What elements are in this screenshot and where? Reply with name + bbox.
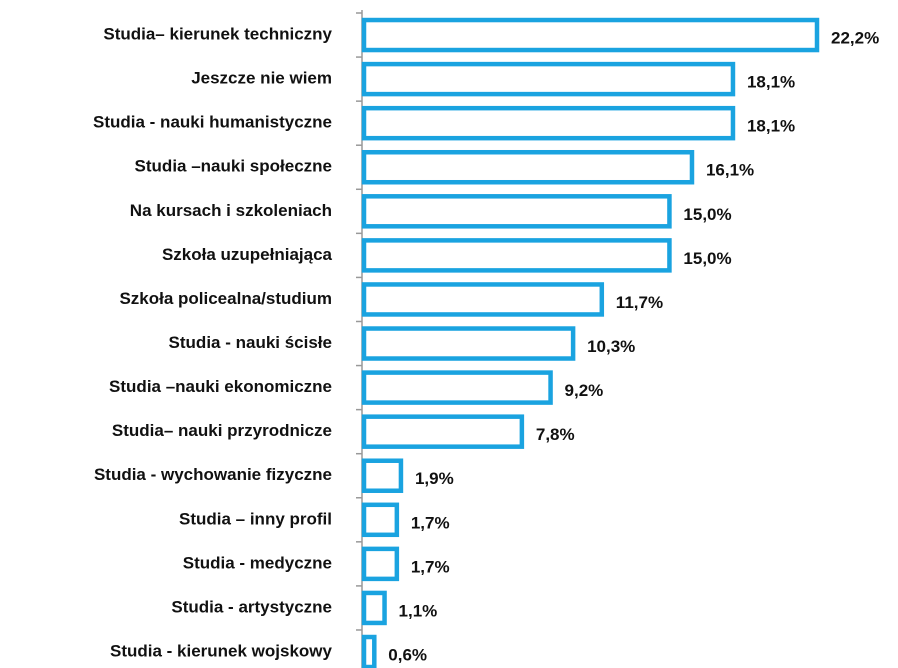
category-label: Studia –nauki ekonomiczne <box>109 377 332 396</box>
category-label: Studia - nauki humanistyczne <box>93 113 332 132</box>
bar <box>361 282 605 317</box>
category-label: Studia –nauki społeczne <box>135 157 332 176</box>
category-label: Na kursach i szkoleniach <box>130 201 332 220</box>
category-label: Studia– kierunek techniczny <box>103 25 332 44</box>
value-label: 1,9% <box>415 469 454 488</box>
value-label: 22,2% <box>831 29 879 48</box>
category-label: Jeszcze nie wiem <box>191 69 332 88</box>
bar <box>361 634 377 668</box>
value-label: 15,0% <box>683 205 731 224</box>
bar <box>361 194 672 229</box>
bar <box>361 458 404 493</box>
bar <box>361 105 736 141</box>
value-label: 10,3% <box>587 337 635 356</box>
value-label: 1,7% <box>411 513 450 532</box>
category-label: Studia - artystyczne <box>171 597 332 616</box>
value-label: 11,7% <box>616 293 663 312</box>
bar <box>361 61 736 97</box>
value-label: 1,7% <box>411 557 450 576</box>
value-label: 0,6% <box>388 645 427 664</box>
category-label: Studia - nauki ścisłe <box>169 333 332 352</box>
bar <box>361 149 695 185</box>
bar <box>361 590 387 626</box>
category-label: Szkoła policealna/studium <box>119 289 332 308</box>
bar <box>361 370 553 405</box>
category-label: Studia - medyczne <box>183 553 332 572</box>
value-label: 7,8% <box>536 425 575 444</box>
bar <box>361 238 672 273</box>
bar <box>361 326 576 361</box>
value-label: 15,0% <box>683 249 731 268</box>
value-label: 18,1% <box>747 73 795 92</box>
bar <box>361 414 525 449</box>
value-label: 18,1% <box>747 117 795 136</box>
category-label: Szkoła uzupełniająca <box>162 245 333 264</box>
category-label: Studia – inny profil <box>179 509 332 528</box>
category-label: Studia– nauki przyrodnicze <box>112 421 332 440</box>
value-label: 9,2% <box>565 381 604 400</box>
bar <box>361 502 400 538</box>
value-label: 16,1% <box>706 161 754 180</box>
category-label: Studia - kierunek wojskowy <box>110 641 333 660</box>
bar <box>361 17 820 53</box>
value-label: 1,1% <box>399 601 438 620</box>
bar <box>361 546 400 582</box>
category-label: Studia - wychowanie fizyczne <box>94 465 332 484</box>
